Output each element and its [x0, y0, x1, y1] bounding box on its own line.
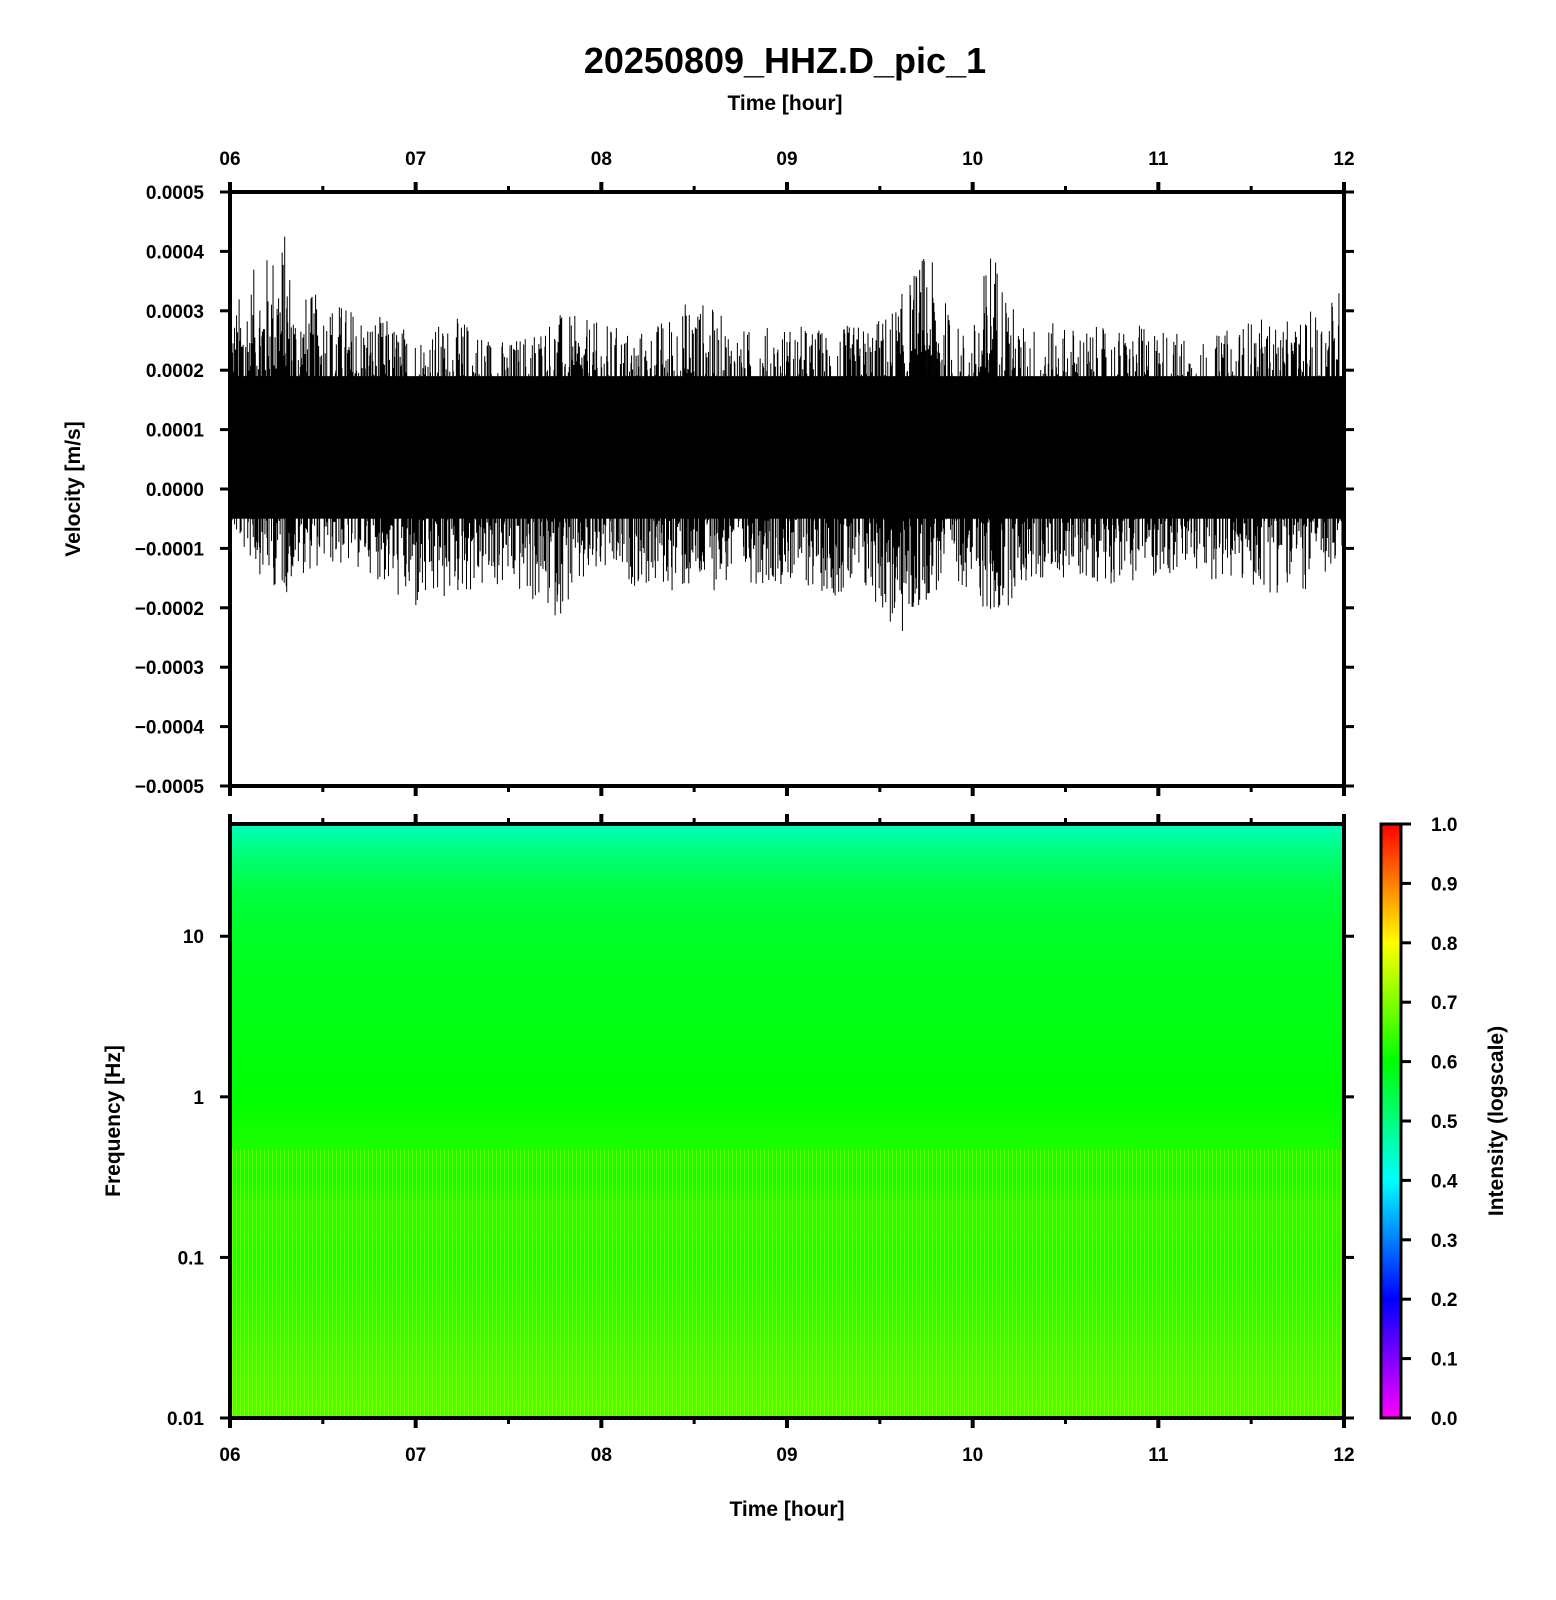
colorbar-tick-label: 0.2	[1431, 1290, 1457, 1311]
colorbar-tick-label: 0.4	[1431, 1171, 1458, 1192]
spectrogram-x-tick-label: 10	[962, 1445, 983, 1466]
waveform-y-tick-label: −0.0002	[135, 599, 204, 620]
colorbar-gradient	[1379, 822, 1403, 1420]
spectrogram-y-tick-label: 1	[193, 1088, 204, 1109]
waveform-y-tick-label: 0.0005	[146, 183, 205, 204]
spectrogram-panel: 10 1 0.1 0.01 06 07 08 09 10 11 12 Time [hour] Fr…	[102, 814, 1355, 1521]
waveform-x-tick-label: 10	[962, 149, 983, 170]
colorbar-tick-label: 0.6	[1431, 1053, 1457, 1074]
colorbar-tick-label: 0.1	[1431, 1350, 1458, 1371]
waveform-y-tick-label: −0.0003	[135, 658, 204, 679]
waveform-y-tick-label: −0.0001	[135, 539, 205, 560]
spectrogram-x-tick-label: 09	[776, 1445, 797, 1466]
waveform-x-tick-label: 08	[591, 149, 612, 170]
waveform-panel: 0.0005 0.0004 0.0003 0.0002 0.0001 0.0000 −0.0…	[62, 149, 1355, 798]
colorbar-tick-label: 0.3	[1431, 1231, 1457, 1252]
waveform-y-tick-label: 0.0002	[146, 361, 204, 382]
waveform-y-tick-label: 0.0000	[146, 480, 204, 501]
spectrogram-x-tick-label: 11	[1148, 1445, 1169, 1466]
spectrogram-x-tick-label: 06	[219, 1445, 240, 1466]
colorbar-tick-label: 0.8	[1431, 934, 1457, 955]
colorbar-tick-label: 0.9	[1431, 874, 1457, 895]
waveform-x-tick-label: 06	[219, 149, 240, 170]
spectrogram-x-tick-label: 12	[1333, 1445, 1354, 1466]
waveform-y-tick-label: 0.0001	[146, 421, 205, 442]
spectrogram-y-tick-label: 0.01	[167, 1409, 204, 1430]
waveform-y-axis-title: Velocity [m/s]	[62, 421, 85, 556]
spectrogram-x-tick-label: 07	[405, 1445, 426, 1466]
colorbar: 1.0 0.9 0.8 0.7 0.6 0.5 0.4 0.3 0.2 0.1 0.0 Intens…	[1379, 815, 1508, 1430]
waveform-trace	[229, 236, 1345, 632]
waveform-x-tick-label: 12	[1333, 149, 1354, 170]
waveform-y-tick-label: 0.0003	[146, 302, 204, 323]
spectrogram-y-axis-title: Frequency [Hz]	[102, 1045, 125, 1197]
colorbar-title: Intensity (logscale)	[1485, 1026, 1508, 1216]
colorbar-tick-label: 0.0	[1431, 1409, 1457, 1430]
colorbar-tick-label: 1.0	[1431, 815, 1457, 836]
spectrogram-y-tick-label: 0.1	[178, 1248, 205, 1269]
spectrogram-x-tick-label: 08	[591, 1445, 612, 1466]
waveform-y-tick-label: −0.0005	[135, 777, 205, 798]
waveform-y-tick-label: 0.0004	[146, 242, 205, 263]
colorbar-tick-label: 0.7	[1431, 993, 1457, 1014]
chart-title: 20250809_HHZ.D_pic_1	[584, 40, 986, 81]
waveform-x-tick-label: 09	[776, 149, 797, 170]
colorbar-tick-label: 0.5	[1431, 1112, 1458, 1133]
spectrogram-stripes	[230, 1150, 1344, 1418]
spectrogram-x-axis-title: Time [hour]	[729, 1498, 844, 1521]
top-x-axis-title: Time [hour]	[727, 92, 842, 115]
waveform-x-tick-label: 07	[405, 149, 426, 170]
spectrogram-y-tick-label: 10	[183, 927, 204, 948]
waveform-x-tick-label: 11	[1148, 149, 1169, 170]
waveform-y-tick-label: −0.0004	[135, 718, 205, 739]
waveform-core	[232, 376, 1342, 519]
